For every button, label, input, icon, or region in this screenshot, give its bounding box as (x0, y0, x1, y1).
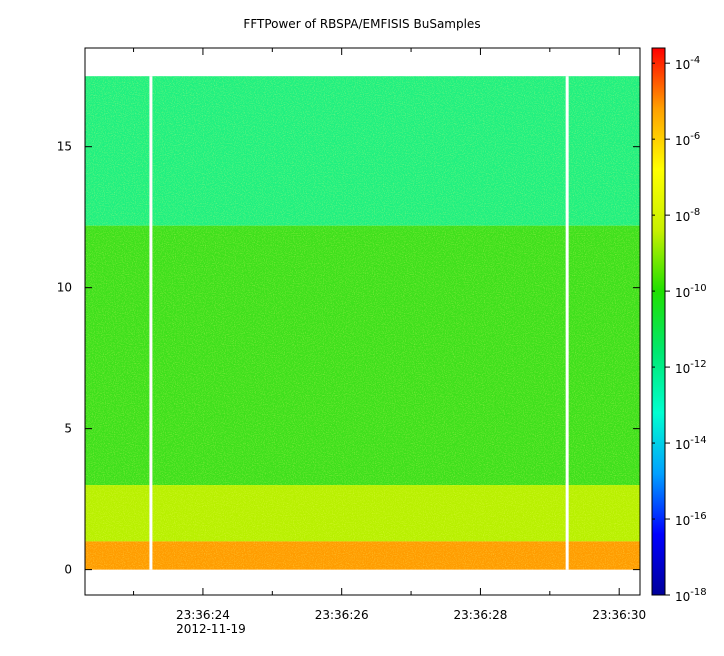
colorbar-tick-label: 10-14 (675, 435, 707, 452)
x-tick-label: 23:36:24 (176, 608, 230, 622)
colorbar-gradient (652, 48, 665, 595)
y-tick-label: 5 (64, 422, 72, 436)
y-tick-label: 15 (57, 140, 72, 154)
data-gap-line (149, 76, 153, 570)
colorbar-frame (651, 47, 666, 596)
x-tick-label: 23:36:30 (592, 608, 646, 622)
plot-frame (84, 47, 641, 596)
colorbar-tick-label: 10-12 (675, 359, 707, 376)
spectrogram-texture (85, 76, 640, 570)
chart-title: FFTPower of RBSPA/EMFISIS BuSamples (243, 17, 481, 31)
data-gap-line (565, 76, 569, 570)
colorbar-tick-label: 10-8 (675, 207, 700, 224)
colorbar-tick-label: 10-10 (675, 283, 707, 300)
colorbar: 10-4 10-6 10-8 10-10 10-12 10-14 10-16 10-18 (651, 47, 707, 604)
colorbar-tick-label: 10-16 (675, 511, 707, 528)
colorbar-tick-label: 10-6 (675, 131, 700, 148)
x-tick-sublabel: 2012-11-19 (176, 622, 246, 636)
x-tick-label: 23:36:26 (315, 608, 369, 622)
x-tick-label: 23:36:28 (453, 608, 507, 622)
y-tick-label: 0 (64, 563, 72, 577)
y-tick-label: 10 (57, 281, 72, 295)
spectrogram-image (85, 76, 640, 570)
plot-area (85, 76, 640, 570)
colorbar-tick-label: 10-18 (675, 587, 707, 604)
colorbar-tick-label: 10-4 (675, 55, 700, 72)
